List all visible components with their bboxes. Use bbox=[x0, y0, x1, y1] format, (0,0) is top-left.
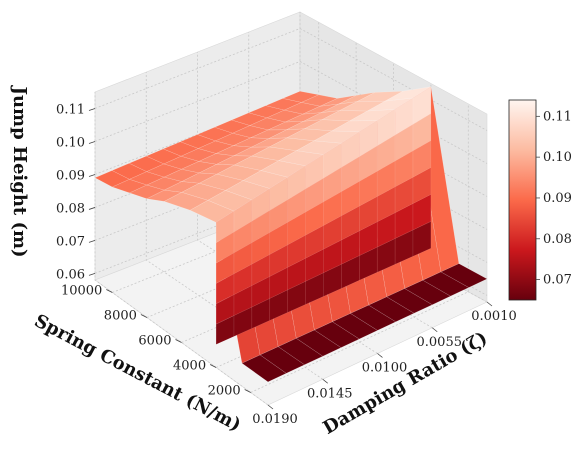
z-tick-label: 0.11 bbox=[56, 102, 85, 117]
y-tick bbox=[140, 314, 148, 318]
axis-ticks: 0.06 0.07 0.08 0.09 0.10 0.11 2000400060008000… bbox=[56, 102, 517, 427]
x-tick-label: 0.0190 bbox=[252, 412, 298, 427]
z-gridline bbox=[94, 61, 488, 164]
z-tick bbox=[88, 240, 96, 243]
y-tick-label: 2000 bbox=[208, 384, 241, 399]
x-tick bbox=[267, 404, 274, 410]
surface-patch bbox=[198, 153, 235, 165]
y-tick bbox=[175, 339, 182, 343]
surface-patch bbox=[233, 155, 280, 171]
surface-patch bbox=[320, 95, 357, 107]
x-tick-label: 0.0100 bbox=[362, 361, 408, 376]
colorbar-tick-label: 0.09 bbox=[543, 191, 572, 206]
surface-patch bbox=[163, 181, 200, 193]
colorbar-tick-label: 0.08 bbox=[543, 232, 572, 247]
surface-patch bbox=[422, 271, 470, 297]
y-tick bbox=[244, 389, 251, 393]
x-tick-label: 0.0145 bbox=[307, 386, 353, 401]
z-axis-label: Jump Height (m) bbox=[9, 84, 30, 257]
x-tick bbox=[432, 327, 438, 333]
surface-patch bbox=[198, 164, 236, 175]
colorbar-tick-label: 0.10 bbox=[543, 150, 572, 165]
z-tick bbox=[88, 108, 96, 111]
y-tick-label: 6000 bbox=[138, 334, 171, 349]
surface-patch bbox=[216, 155, 252, 166]
surface-patch bbox=[163, 155, 200, 170]
x-tick-label: 0.0010 bbox=[471, 309, 517, 324]
y-tick-label: 10000 bbox=[61, 284, 102, 299]
surface-patch bbox=[234, 146, 270, 157]
colorbar-tick-label: 0.11 bbox=[543, 109, 572, 124]
z-tick-label: 0.06 bbox=[56, 267, 85, 282]
surface-patch bbox=[339, 100, 386, 112]
surface-patch bbox=[357, 91, 403, 102]
z-tick bbox=[88, 273, 96, 276]
surface-patch bbox=[232, 125, 269, 138]
surface-patch bbox=[180, 148, 217, 162]
z-tick-label: 0.10 bbox=[56, 135, 85, 150]
colorbar-ticks: 0.07 0.08 0.09 0.10 0.11 bbox=[536, 109, 572, 288]
colorbar bbox=[508, 99, 537, 301]
surface bbox=[94, 86, 488, 383]
surface-patch bbox=[303, 119, 351, 132]
x-gridline bbox=[94, 92, 269, 406]
y-gridline bbox=[250, 103, 469, 393]
x-tick bbox=[486, 301, 493, 307]
surface-patch bbox=[189, 200, 235, 223]
colorbar-tick-label: 0.07 bbox=[543, 273, 572, 288]
surface-patch bbox=[266, 109, 304, 123]
x-gridline bbox=[197, 52, 378, 354]
x-tick-label: 0.0055 bbox=[417, 335, 463, 350]
z-tick bbox=[88, 207, 96, 210]
surface-patch bbox=[440, 263, 488, 288]
z-tick-label: 0.09 bbox=[56, 168, 85, 183]
x-gridline bbox=[145, 72, 323, 380]
z-tick-label: 0.07 bbox=[56, 234, 85, 249]
z-tick bbox=[88, 141, 96, 144]
y-tick bbox=[106, 289, 113, 293]
z-tick bbox=[88, 174, 96, 177]
y-tick-label: 8000 bbox=[104, 309, 137, 324]
x-tick bbox=[377, 353, 383, 358]
surface-patch bbox=[268, 128, 305, 139]
y-tick bbox=[209, 364, 217, 368]
x-tick bbox=[322, 378, 328, 384]
surface-wall-patch bbox=[412, 86, 432, 125]
y-tick-label: 4000 bbox=[173, 359, 206, 374]
surface-patch bbox=[180, 161, 218, 174]
surface-patch bbox=[163, 192, 209, 211]
z-tick-label: 0.08 bbox=[56, 201, 85, 216]
surface-patch bbox=[286, 128, 333, 142]
